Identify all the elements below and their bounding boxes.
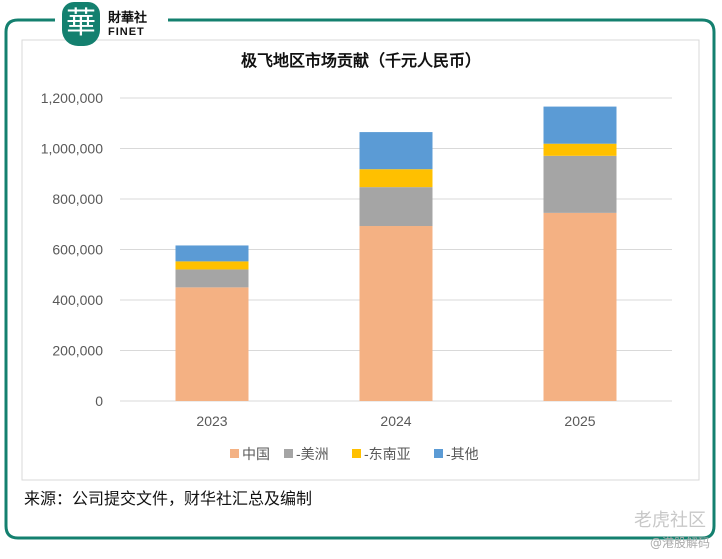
y-tick-label: 200,000 bbox=[52, 343, 103, 359]
bar-segment bbox=[175, 287, 249, 401]
x-tick-label: 2025 bbox=[564, 413, 595, 429]
legend-swatch bbox=[434, 449, 443, 458]
bar-segment bbox=[543, 212, 617, 401]
y-tick-label: 1,200,000 bbox=[41, 90, 103, 106]
legend-label: -其他 bbox=[446, 446, 479, 462]
brand-name-cn: 財華社 bbox=[108, 11, 148, 26]
y-tick-label: 600,000 bbox=[52, 242, 103, 258]
y-tick-label: 400,000 bbox=[52, 292, 103, 308]
legend-swatch bbox=[352, 449, 361, 458]
bar-segment bbox=[359, 226, 433, 401]
y-tick-label: 1,000,000 bbox=[41, 141, 103, 157]
bar-segment bbox=[543, 143, 617, 156]
plot-area: 0 200,000 400,000 600,000 800,000 1,000,000 1,… bbox=[41, 90, 672, 429]
bar-segment bbox=[359, 169, 433, 188]
legend-label: 中国 bbox=[242, 446, 270, 462]
bar-segment bbox=[175, 269, 249, 288]
chart-title: 极飞地区市场贡献（千元人民币） bbox=[241, 51, 481, 70]
legend: 中国 -美洲 -东南亚 -其他 bbox=[230, 446, 479, 462]
x-tick-label: 2024 bbox=[380, 413, 411, 429]
bar-segment bbox=[175, 261, 249, 270]
legend-swatch bbox=[284, 449, 293, 458]
finet-logo: 華 bbox=[62, 2, 100, 46]
y-tick-label: 0 bbox=[95, 393, 103, 409]
bar-segment bbox=[359, 132, 433, 170]
bar-segment bbox=[175, 245, 249, 262]
brand-name-en: FINET bbox=[108, 26, 145, 38]
x-tick-label: 2023 bbox=[196, 413, 227, 429]
bar-segment bbox=[543, 106, 617, 144]
source-note: 来源：公司提交文件，财华社汇总及编制 bbox=[24, 489, 313, 508]
legend-swatch bbox=[230, 449, 239, 458]
handle-watermark: @港股解码 bbox=[649, 536, 710, 550]
legend-label: -美洲 bbox=[296, 446, 329, 462]
bar-segment bbox=[359, 187, 433, 227]
bar-segment bbox=[543, 155, 617, 213]
y-tick-label: 800,000 bbox=[52, 191, 103, 207]
legend-label: -东南亚 bbox=[364, 446, 411, 462]
community-watermark: 老虎社区 bbox=[634, 510, 706, 531]
